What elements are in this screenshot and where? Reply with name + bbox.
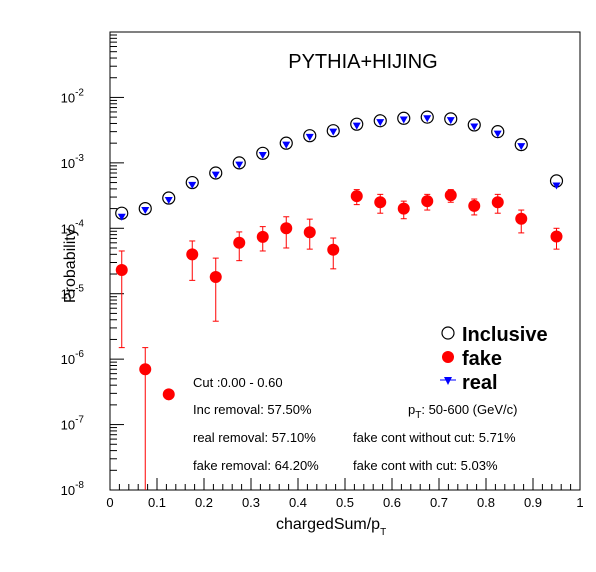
fake-point [303,226,316,239]
fake-point [139,363,152,376]
fake-point [350,190,363,203]
y-axis-ticks: 10-8 10-7 10-6 10-5 10-4 10-3 10-2 [61,87,124,498]
x-tick-label: 1 [576,495,583,510]
real-point [329,128,338,136]
real-point [141,207,150,215]
real-point [235,161,244,169]
y-tick-label: 10-5 [61,284,85,302]
real-point [423,115,432,123]
fake-removal-label: fake removal: 64.20% [193,458,319,473]
legend-fake-marker [442,351,454,363]
real-point [552,182,561,190]
y-axis-title: Probability [62,228,79,303]
real-removal-label: real removal: 57.10% [193,430,316,445]
fake-point [209,271,222,284]
y-tick-label: 10-3 [61,153,85,171]
cut-label: Cut :0.00 - 0.60 [193,375,283,390]
fake-point [397,202,410,215]
x-tick-label: 0.3 [242,495,260,510]
real-point [258,151,267,159]
real-point [305,133,314,141]
fake-cont-without-label: fake cont without cut: 5.71% [353,430,516,445]
y-minor-ticks [110,34,117,471]
x-axis-ticks: 0 0.1 0.2 0.3 0.4 0.5 0.6 0.7 0.8 0.9 1 [106,478,584,510]
x-tick-label: 0.6 [383,495,401,510]
x-tick-label: 0.7 [430,495,448,510]
real-point [376,119,385,127]
real-point [282,141,291,149]
x-tick-label: 0 [106,495,113,510]
fake-point [550,230,563,243]
legend-real-label: real [462,372,498,394]
fake-cont-with-label: fake cont with cut: 5.03% [353,458,498,473]
real-point [188,181,197,189]
fake-point [444,189,457,202]
legend: Inclusive fake real [440,324,548,394]
real-point [470,123,479,131]
x-tick-label: 0.9 [524,495,542,510]
x-axis-title: chargedSum/pT [276,516,386,538]
real-point [493,130,502,138]
fake-point [186,248,199,261]
plot-title: PYTHIA+HIJING [288,51,437,73]
x-minor-ticks [118,484,572,490]
data-markers [115,110,564,401]
y-tick-label: 10-2 [61,87,85,105]
real-point [164,197,173,205]
plot-frame [109,31,581,491]
legend-fake-label: fake [462,348,502,370]
fake-point [162,388,175,401]
y-tick-label: 10-7 [61,415,85,433]
fake-point [327,243,340,256]
real-point [399,116,408,124]
inc-removal-label: Inc removal: 57.50% [193,402,312,417]
real-point [117,213,126,221]
real-point [352,122,361,130]
y-tick-label: 10-8 [61,480,85,498]
x-tick-label: 0.4 [289,495,307,510]
pt-range-label: pT: 50-600 (GeV/c) [408,402,517,421]
fake-point [374,196,387,209]
y-tick-label: 10-4 [61,218,85,236]
legend-real-marker [444,377,452,385]
fake-point [421,195,434,208]
y-tick-label: 10-6 [61,349,85,367]
real-point [517,143,526,151]
legend-inclusive-marker [441,326,455,340]
real-point [211,171,220,179]
fake-point [256,230,269,243]
fake-point [468,199,481,212]
fake-point [233,236,246,249]
x-tick-label: 0.1 [148,495,166,510]
x-tick-label: 0.5 [336,495,354,510]
annotations: Cut :0.00 - 0.60 Inc removal: 57.50% rea… [193,375,517,473]
x-tick-label: 0.2 [195,495,213,510]
fake-point [491,196,504,209]
fake-point [280,222,293,235]
x-tick-label: 0.8 [477,495,495,510]
fake-point [115,264,128,277]
legend-inclusive-label: Inclusive [462,324,548,346]
fake-point [515,212,528,225]
real-point [446,117,455,125]
